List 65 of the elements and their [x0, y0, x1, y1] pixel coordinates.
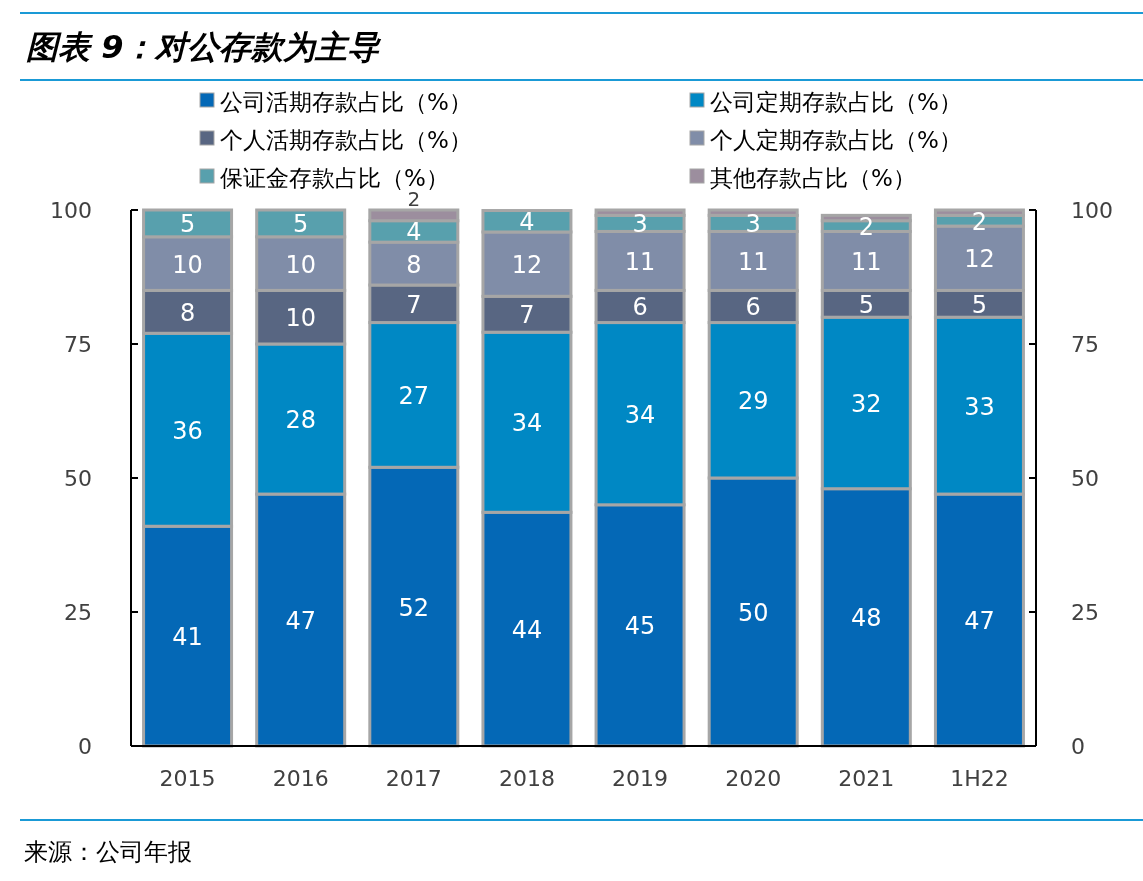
data-label: 10: [285, 250, 316, 279]
data-label: 8: [179, 298, 196, 327]
legend-label: 公司活期存款占比（%）: [220, 89, 472, 115]
data-label: 11: [624, 247, 656, 276]
data-label: 12: [511, 251, 543, 280]
x-tick-label: 2020: [725, 766, 782, 791]
data-label: 28: [285, 406, 316, 435]
data-label: 7: [519, 301, 535, 330]
data-label: 4: [406, 218, 422, 247]
data-label: 27: [398, 381, 430, 410]
data-label: 41: [172, 623, 203, 652]
x-tick-label: 2018: [498, 766, 555, 791]
chart-title: 图表 9：对公存款为主导: [26, 28, 383, 66]
data-label: 5: [858, 290, 874, 319]
x-tick-label: 1H22: [950, 766, 1009, 791]
data-label: 7: [406, 290, 422, 319]
data-label: 2: [971, 207, 988, 236]
data-label: 5: [971, 290, 988, 319]
data-label: 5: [293, 210, 309, 239]
x-tick-label: 2017: [385, 766, 442, 791]
x-tick-label: 2016: [272, 766, 329, 791]
data-label: 10: [285, 304, 316, 333]
legend-label: 个人定期存款占比（%）: [710, 127, 962, 153]
data-label: 33: [964, 392, 995, 421]
y2-tick-label: 75: [1071, 332, 1099, 357]
data-label: 6: [632, 293, 648, 322]
legend-label: 个人活期存款占比（%）: [220, 127, 472, 153]
source-note: 来源：公司年报: [24, 838, 192, 866]
x-tick-label: 2015: [159, 766, 216, 791]
data-label: 8: [406, 250, 422, 279]
data-label: 5: [179, 210, 196, 239]
y2-tick-label: 25: [1071, 600, 1099, 625]
data-label: 2: [858, 213, 874, 242]
x-tick-label: 2019: [612, 766, 669, 791]
y2-tick-label: 100: [1071, 198, 1113, 223]
data-label: 32: [851, 389, 882, 418]
data-label: 4: [519, 208, 535, 237]
data-label: 29: [737, 387, 769, 416]
data-label: 47: [964, 607, 995, 636]
y-tick-label: 25: [64, 600, 92, 625]
data-label: 47: [285, 607, 316, 636]
data-label: 11: [851, 247, 882, 276]
data-label: 34: [511, 409, 543, 438]
data-label: 48: [851, 604, 882, 633]
data-label: 3: [632, 210, 648, 239]
data-label: 44: [511, 616, 543, 645]
x-tick-label: 2021: [838, 766, 895, 791]
y2-tick-label: 50: [1071, 466, 1099, 491]
data-label: 50: [737, 599, 769, 627]
data-label: 3: [745, 210, 761, 239]
y2-tick-label: 0: [1071, 734, 1085, 759]
data-label: 36: [172, 416, 203, 445]
data-label: 45: [624, 612, 656, 641]
data-label: 10: [172, 250, 203, 279]
data-label: 6: [745, 293, 761, 322]
data-label: 12: [964, 245, 995, 274]
legend-label: 其他存款占比（%）: [710, 165, 916, 191]
y-tick-label: 100: [50, 198, 92, 223]
data-label: 52: [398, 593, 430, 622]
data-label: 11: [737, 247, 769, 276]
y-tick-label: 50: [64, 466, 92, 491]
data-label: 34: [624, 400, 656, 429]
y-tick-label: 0: [78, 734, 92, 759]
y-tick-label: 75: [64, 332, 92, 357]
legend-label: 公司定期存款占比（%）: [710, 89, 962, 115]
